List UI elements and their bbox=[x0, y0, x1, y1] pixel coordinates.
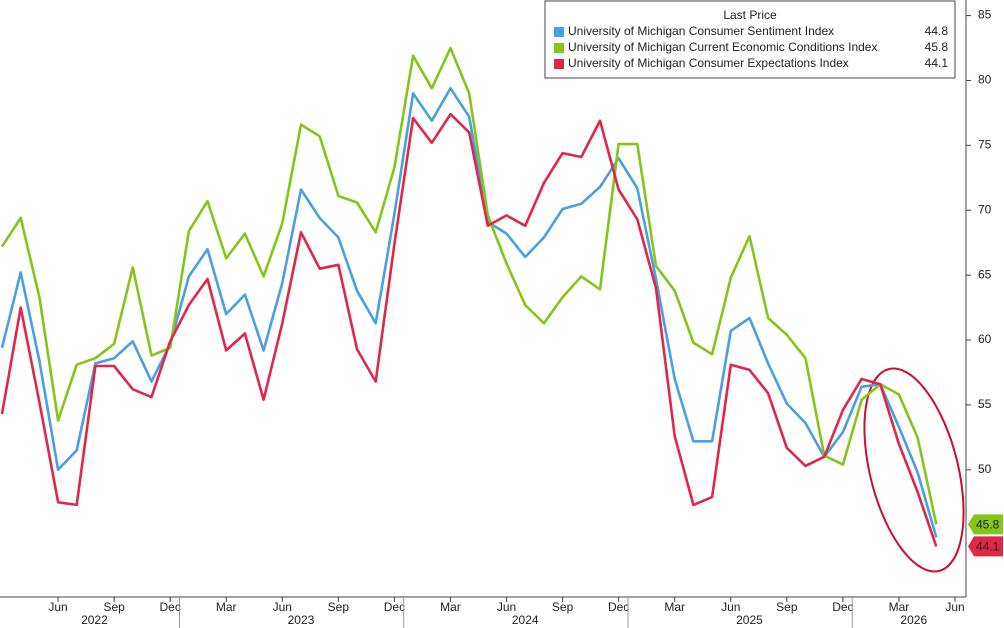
x-tick-label: Dec bbox=[160, 600, 181, 614]
value-badge bbox=[968, 514, 1003, 535]
y-tick-label: 50 bbox=[978, 462, 992, 476]
x-tick-label: Dec bbox=[384, 600, 405, 614]
x-tick-label: Jun bbox=[945, 600, 964, 614]
x-tick-label: Mar bbox=[664, 600, 685, 614]
year-label: 2023 bbox=[288, 613, 315, 627]
x-tick-label: Sep bbox=[103, 600, 125, 614]
legend-swatch bbox=[554, 59, 564, 69]
year-label: 2025 bbox=[736, 613, 763, 627]
y-tick-label: 60 bbox=[978, 332, 992, 346]
series-line bbox=[0, 112, 938, 547]
legend-label: University of Michigan Current Economic … bbox=[568, 40, 877, 54]
value-badge-label: 45.8 bbox=[976, 517, 1000, 531]
year-label: 2022 bbox=[81, 613, 108, 627]
x-tick-label: Sep bbox=[328, 600, 350, 614]
year-label: 2026 bbox=[900, 613, 927, 627]
y-tick-label: 70 bbox=[978, 202, 992, 216]
y-tick-label: 85 bbox=[978, 8, 992, 22]
legend-label: University of Michigan Consumer Expectat… bbox=[568, 56, 849, 70]
x-tick-label: Mar bbox=[216, 600, 237, 614]
x-tick-label: Sep bbox=[552, 600, 574, 614]
legend-swatch bbox=[554, 27, 564, 37]
series-line bbox=[0, 46, 938, 525]
x-tick-label: Mar bbox=[889, 600, 910, 614]
series-line bbox=[0, 87, 938, 538]
legend-value: 45.8 bbox=[925, 40, 949, 54]
value-badge bbox=[968, 536, 1003, 557]
x-tick-label: Jun bbox=[497, 600, 516, 614]
y-tick-label: 65 bbox=[978, 267, 992, 281]
legend-title: Last Price bbox=[723, 8, 777, 22]
y-tick-label: 80 bbox=[978, 73, 992, 87]
value-badge-label: 44.1 bbox=[976, 540, 1000, 554]
legend: Last Price University of Michigan Consum… bbox=[544, 0, 956, 79]
year-label: 2024 bbox=[512, 613, 539, 627]
legend-swatch bbox=[554, 43, 564, 53]
y-tick-label: 55 bbox=[978, 397, 992, 411]
x-tick-label: Sep bbox=[776, 600, 798, 614]
x-tick-label: Mar bbox=[440, 600, 461, 614]
y-tick-label: 75 bbox=[978, 138, 992, 152]
legend-value: 44.1 bbox=[925, 56, 949, 70]
legend-box bbox=[544, 0, 956, 79]
x-tick-label: Jun bbox=[273, 600, 292, 614]
x-tick-label: Dec bbox=[832, 600, 853, 614]
highlight-ellipse bbox=[863, 367, 965, 573]
x-tick-label: Jun bbox=[721, 600, 740, 614]
legend-label: University of Michigan Consumer Sentimen… bbox=[568, 24, 834, 38]
x-tick-label: Jun bbox=[48, 600, 67, 614]
legend-value: 44.8 bbox=[925, 24, 949, 38]
x-tick-label: Dec bbox=[608, 600, 629, 614]
